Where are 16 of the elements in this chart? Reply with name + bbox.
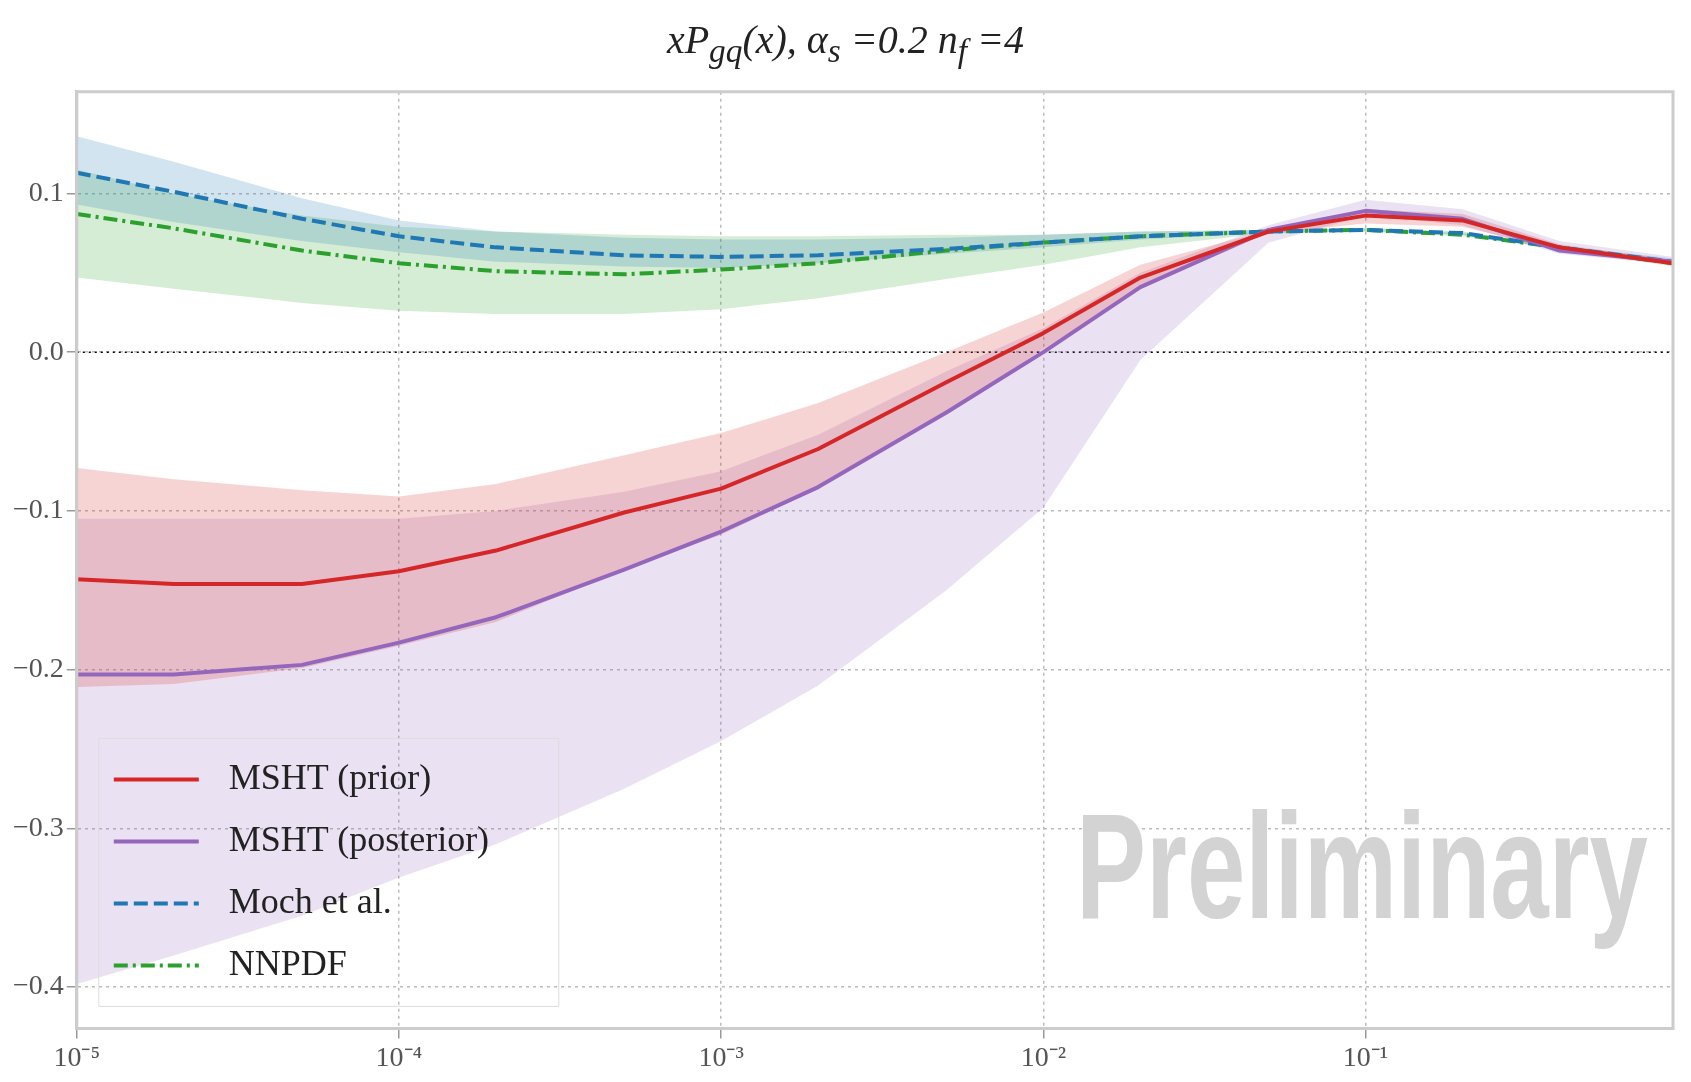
legend-label: MSHT (posterior) bbox=[228, 818, 490, 859]
legend-label: NNPDF bbox=[228, 942, 347, 983]
chart-title: xP$_{gq}$(x), α$_{s}$ =0.2 n$_{f}$ =4 bbox=[665, 16, 1026, 71]
y-tick-label: −0.2 bbox=[12, 651, 64, 683]
legend-label: MSHT (prior) bbox=[228, 756, 432, 797]
legend-label: Moch et al. bbox=[228, 880, 392, 921]
x-tick-label: 10⁻⁵ bbox=[53, 1040, 101, 1072]
x-tick-label: 10⁻³ bbox=[698, 1040, 744, 1072]
x-tick-label: 10⁻² bbox=[1020, 1040, 1067, 1072]
x-tick-label: 10⁻¹ bbox=[1342, 1040, 1389, 1072]
y-tick-label: 0.0 bbox=[28, 334, 64, 366]
x-tick-label: 10⁻⁴ bbox=[375, 1040, 423, 1072]
y-tick-label: −0.4 bbox=[12, 969, 64, 1001]
y-tick-label: 0.1 bbox=[28, 175, 64, 207]
y-tick-label: −0.1 bbox=[12, 493, 64, 525]
y-tick-label: −0.3 bbox=[12, 810, 64, 842]
